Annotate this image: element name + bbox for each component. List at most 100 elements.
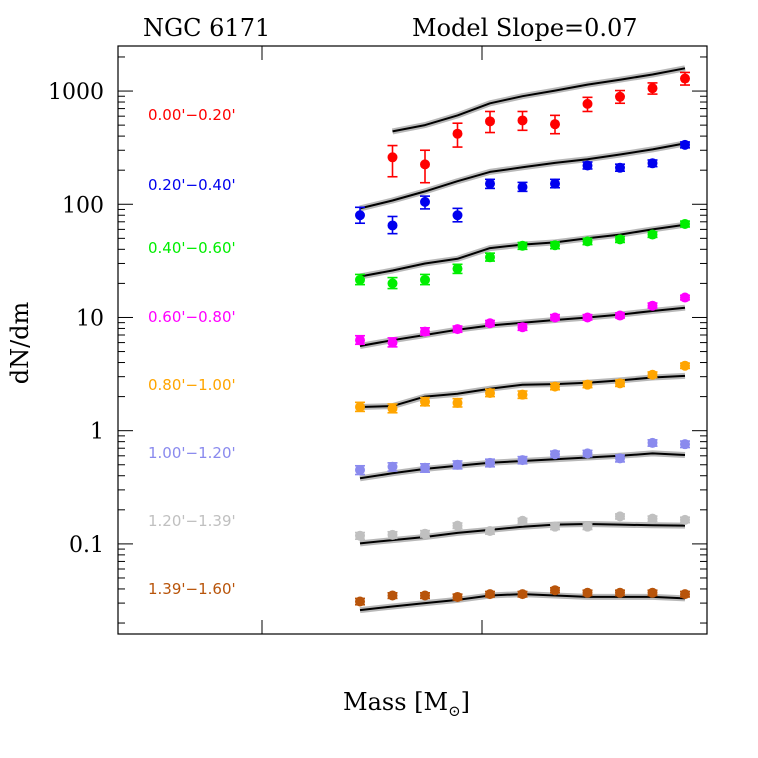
y-tick-label: 1 [90, 420, 104, 445]
data-point [420, 590, 430, 601]
data-point [485, 457, 495, 468]
data-point [680, 360, 690, 371]
data-point [355, 274, 365, 285]
axes: 0.1 1 10 100 1000 [48, 45, 708, 635]
data-point [582, 98, 593, 109]
model-curve [359, 523, 686, 545]
data-point [387, 461, 398, 472]
data-point [647, 437, 658, 448]
data-point [452, 459, 463, 470]
data-point [452, 520, 463, 531]
data-point [582, 379, 593, 390]
data-point [420, 326, 430, 337]
data-point [647, 300, 658, 311]
series-label: 0.40'−0.60' [148, 239, 236, 257]
data-point [615, 162, 625, 173]
data-point [647, 83, 658, 94]
series-label: 0.80'−1.00' [148, 376, 236, 394]
series-label: 0.60'−0.80' [148, 308, 236, 326]
data-point [355, 335, 365, 346]
data-point [517, 182, 528, 193]
y-tick-label: 100 [62, 193, 104, 218]
data-point [387, 529, 398, 540]
model-curve [359, 374, 686, 408]
series-label: 1.00'−1.20' [148, 444, 236, 462]
data-point [355, 464, 365, 475]
data-point [615, 453, 625, 464]
data-point [517, 455, 528, 466]
data-point [550, 178, 560, 189]
data-point [420, 396, 430, 407]
data-point [387, 152, 398, 163]
data-point [452, 324, 463, 335]
data-point [420, 159, 430, 170]
data-point [452, 263, 463, 274]
model-curve [392, 67, 686, 133]
data-point [452, 397, 463, 408]
data-point [647, 513, 658, 524]
model-curve-halo [359, 140, 686, 212]
data-point [647, 587, 658, 598]
data-point [420, 528, 430, 539]
data-point [647, 369, 658, 380]
data-point [550, 119, 560, 130]
data-point [452, 210, 463, 221]
data-point [517, 322, 528, 333]
data-point [615, 378, 625, 389]
data-point [550, 449, 560, 460]
data-point [647, 229, 658, 240]
data-point [452, 591, 463, 602]
data-point [485, 252, 495, 263]
data-point [355, 596, 365, 607]
series-label: 0.20'−0.40' [148, 176, 236, 194]
data-point [485, 388, 495, 399]
series-label: 1.39'−1.60' [148, 580, 236, 598]
data-point [582, 587, 593, 598]
data-point [355, 210, 365, 221]
x-axis-label-sub: ⊙ [448, 702, 461, 720]
data-point [582, 521, 593, 532]
series-labels: 0.00'−0.20' 0.20'−0.40' 0.40'−0.60' 0.60'−0… [148, 106, 236, 598]
data-point [582, 312, 593, 323]
data-point [582, 448, 593, 459]
data-point [485, 178, 495, 189]
plot-frame [117, 45, 708, 635]
data-point [485, 116, 495, 127]
data-point [550, 312, 560, 323]
data-point [387, 220, 398, 231]
data-point [680, 139, 690, 150]
data-point [387, 590, 398, 601]
data-point [387, 278, 398, 289]
data-point [387, 337, 398, 348]
data-point [355, 530, 365, 541]
data-point [680, 73, 690, 84]
data-point [680, 589, 690, 600]
data-point [680, 439, 690, 450]
data-point [420, 274, 430, 285]
y-axis-label: dN/dm [6, 301, 34, 384]
data-point [615, 310, 625, 321]
y-tick-label: 1000 [48, 80, 104, 105]
data-point [517, 115, 528, 126]
data-point [387, 403, 398, 414]
data-point [550, 240, 560, 251]
data-point [680, 292, 690, 303]
data-point [680, 514, 690, 525]
data-point [550, 381, 560, 392]
data-point [485, 589, 495, 600]
x-axis-label: Mass [M⊙] [343, 688, 470, 720]
data-point [615, 234, 625, 245]
data-points [355, 71, 690, 607]
data-point [615, 511, 625, 522]
data-point [582, 236, 593, 247]
data-point [517, 589, 528, 600]
data-point [615, 587, 625, 598]
data-point [420, 462, 430, 473]
series-label: 0.00'−0.20' [148, 106, 236, 124]
data-point [517, 240, 528, 251]
model-curves [359, 65, 686, 614]
data-point [420, 196, 430, 207]
x-axis-label-close: ] [461, 688, 470, 716]
x-axis-label-main: Mass [M [343, 688, 448, 716]
